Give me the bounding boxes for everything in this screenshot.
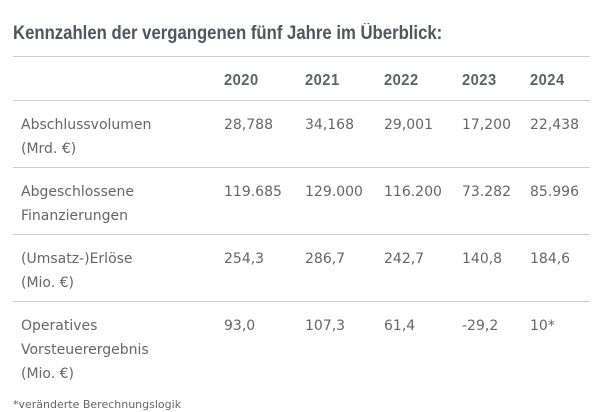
- key-figures-table: 2020 2021 2022 2023 2024 Abschlussvolume…: [13, 56, 590, 392]
- cell-value: 140,8: [462, 251, 503, 267]
- year-label: 2021: [305, 72, 340, 89]
- year-label: 2020: [224, 72, 259, 89]
- table-row-operatives-vorsteuerergebnis: Operatives Vorsteuerergebnis (Mio. €) 93…: [13, 302, 590, 393]
- cell-value: 242,7: [384, 251, 425, 267]
- cell-value: 22,438: [530, 117, 579, 133]
- cell-value: 184,6: [530, 251, 571, 267]
- table-row-abschlussvolumen: Abschlussvolumen (Mrd. €) 28,788 34,168 …: [13, 101, 590, 168]
- table-row-umsatz-erloese: (Umsatz-)Erlöse (Mio. €) 254,3 286,7 242…: [13, 235, 590, 302]
- cell-value: 85.996: [530, 184, 579, 200]
- row-label: (Umsatz-)Erlöse (Mio. €): [13, 235, 224, 302]
- cell-value: 129.000: [305, 184, 363, 200]
- table-header-row: 2020 2021 2022 2023 2024: [13, 56, 590, 101]
- cell-value: 116.200: [384, 184, 442, 200]
- page-title: Kennzahlen der vergangenen fünf Jahre im…: [13, 23, 443, 44]
- row-label: Abgeschlossene Finanzierungen: [13, 168, 224, 235]
- row-label: Abschlussvolumen (Mrd. €): [13, 101, 224, 168]
- cell-value: 107,3: [305, 318, 346, 334]
- row-label-line: Operatives: [21, 318, 98, 334]
- year-label: 2022: [384, 72, 419, 89]
- row-label-line: Abschlussvolumen: [21, 117, 152, 133]
- row-label-line: Finanzierungen: [21, 208, 128, 224]
- column-header-2024: 2024: [530, 56, 590, 101]
- cell-value: 28,788: [224, 117, 273, 133]
- table-row-abgeschlossene-finanzierungen: Abgeschlossene Finanzierungen 119.685 12…: [13, 168, 590, 235]
- cell-value: 286,7: [305, 251, 346, 267]
- row-label: Operatives Vorsteuerergebnis (Mio. €): [13, 302, 224, 393]
- row-label-line: Abgeschlossene: [21, 184, 134, 200]
- cell-value: 29,001: [384, 117, 433, 133]
- row-label-line: (Mio. €): [21, 275, 75, 291]
- row-label-line: Vorsteuerergebnis: [21, 342, 149, 358]
- cell-value: 119.685: [224, 184, 282, 200]
- cell-value: 73.282: [462, 184, 511, 200]
- column-header-2020: 2020: [224, 56, 305, 101]
- cell-value: 34,168: [305, 117, 354, 133]
- footnote: *veränderte Berechnungslogik: [13, 398, 182, 411]
- column-header-2023: 2023: [462, 56, 530, 101]
- empty-header-cell: [13, 56, 224, 101]
- column-header-2022: 2022: [384, 56, 462, 101]
- year-label: 2024: [530, 72, 565, 89]
- column-header-2021: 2021: [305, 56, 384, 101]
- row-label-line: (Mio. €): [21, 366, 75, 382]
- cell-value: 93,0: [224, 318, 256, 334]
- cell-value: 61,4: [384, 318, 416, 334]
- row-label-line: (Mrd. €): [21, 141, 77, 157]
- year-label: 2023: [462, 72, 497, 89]
- cell-value: 17,200: [462, 117, 511, 133]
- cell-value: 254,3: [224, 251, 265, 267]
- cell-value: -29,2: [462, 318, 499, 334]
- cell-value: 10*: [530, 318, 555, 334]
- row-label-line: (Umsatz-)Erlöse: [21, 251, 133, 267]
